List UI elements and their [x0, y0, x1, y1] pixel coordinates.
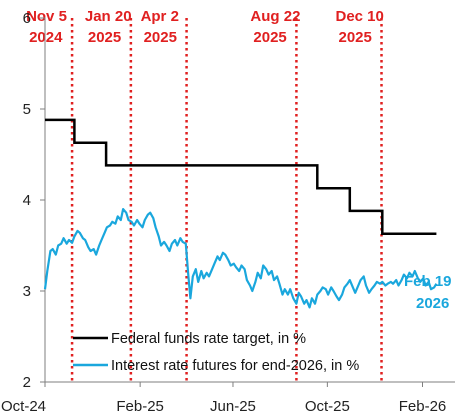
- event-label-date-3: Apr 2: [141, 8, 179, 25]
- y-tick-label-6: 6: [23, 10, 31, 27]
- y-tick-label-5: 5: [23, 101, 31, 118]
- x-tick-label-2: Feb-25: [116, 398, 164, 415]
- annotation-layer: Feb 19 2026: [404, 273, 452, 312]
- event-label-year-3: 2025: [144, 29, 177, 46]
- event-label-date-1: Nov 5: [26, 8, 67, 25]
- annotation-year: 2026: [416, 295, 449, 312]
- event-label-date-5: Dec 10: [336, 8, 384, 25]
- y-tick-label-3: 3: [23, 283, 31, 300]
- x-tick-label-3: Jun-25: [210, 398, 256, 415]
- event-label-year-2: 2025: [88, 29, 121, 46]
- x-tick-label-5: Feb-26: [399, 398, 447, 415]
- y-tick-label-2: 2: [23, 374, 31, 391]
- y-tick-label-4: 4: [23, 192, 31, 209]
- legend-label-futures: Interest rate futures for end-2026, in %: [111, 358, 359, 374]
- event-label-year-1: 2024: [29, 29, 63, 46]
- legend-label-fed-funds: Federal funds rate target, in %: [111, 331, 306, 347]
- event-label-date-2: Jan 20: [85, 8, 132, 25]
- event-lines-layer: Nov 5 2024 Jan 20 2025 Apr 2 2025 Aug 22 2025 De…: [26, 8, 384, 382]
- axes-layer: 2 3 4 5 6 Oct-24 Feb-25 Jun-25 Oct-25 Feb-26: [1, 10, 455, 415]
- series-line-fed-funds-rate: [45, 118, 437, 235]
- x-tick-label-1: Oct-24: [1, 398, 46, 415]
- event-label-year-5: 2025: [339, 29, 372, 46]
- series-line-rate-futures: [43, 208, 438, 309]
- event-label-year-4: 2025: [253, 29, 286, 46]
- annotation-date: Feb 19: [404, 273, 452, 290]
- legend: Federal funds rate target, in % Interest …: [73, 331, 359, 374]
- x-tick-label-4: Oct-25: [305, 398, 350, 415]
- series-layer: [43, 118, 438, 309]
- event-label-date-4: Aug 22: [250, 8, 300, 25]
